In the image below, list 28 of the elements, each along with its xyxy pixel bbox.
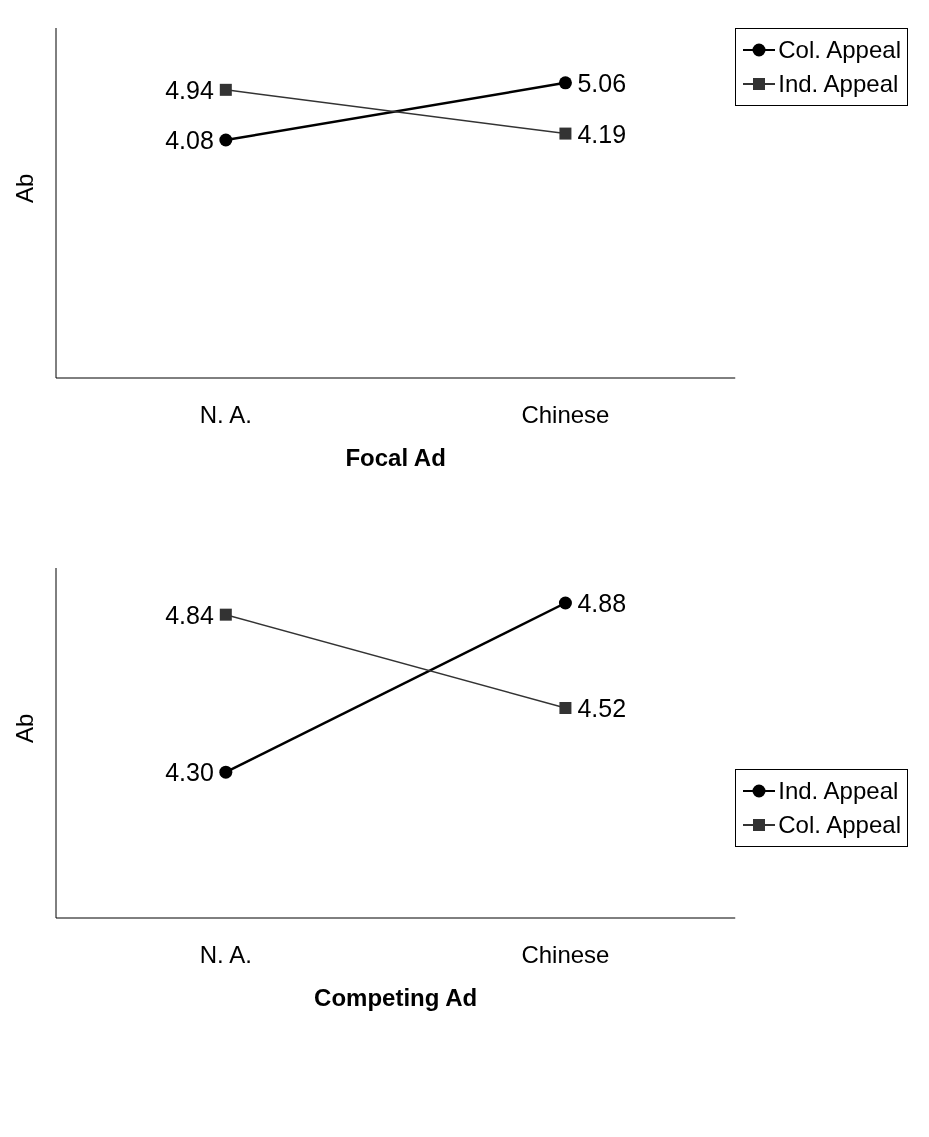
- data-label: 4.30: [165, 758, 214, 787]
- x-axis-title: Competing Ad: [314, 984, 478, 1011]
- point: [219, 765, 233, 779]
- legend-label: Ind. Appeal: [778, 69, 899, 99]
- point: [219, 608, 232, 621]
- legend-label: Col. Appeal: [778, 35, 901, 65]
- point: [219, 83, 232, 96]
- point: [219, 133, 233, 147]
- point: [559, 127, 572, 140]
- x-axis-title: Focal Ad: [345, 444, 446, 471]
- point: [558, 76, 572, 90]
- data-label: 4.19: [577, 119, 627, 148]
- data-label: 5.06: [577, 68, 627, 97]
- x-tick-label: Chinese: [521, 401, 610, 429]
- data-label: 4.52: [577, 694, 627, 722]
- y-axis-title: Ab: [10, 173, 38, 203]
- data-label: 4.94: [165, 75, 214, 104]
- legend-label: Col. Appeal: [778, 810, 901, 840]
- point: [558, 596, 572, 610]
- data-label: 4.84: [165, 600, 214, 629]
- point: [559, 702, 572, 714]
- legend-label: Ind. Appeal: [778, 776, 899, 806]
- data-label: 4.88: [577, 589, 627, 617]
- x-tick-label: N. A.: [199, 401, 252, 429]
- data-label: 4.08: [165, 126, 214, 154]
- y-axis-title: Ab: [10, 713, 38, 743]
- x-tick-label: N. A.: [199, 941, 252, 969]
- x-tick-label: Chinese: [521, 941, 610, 969]
